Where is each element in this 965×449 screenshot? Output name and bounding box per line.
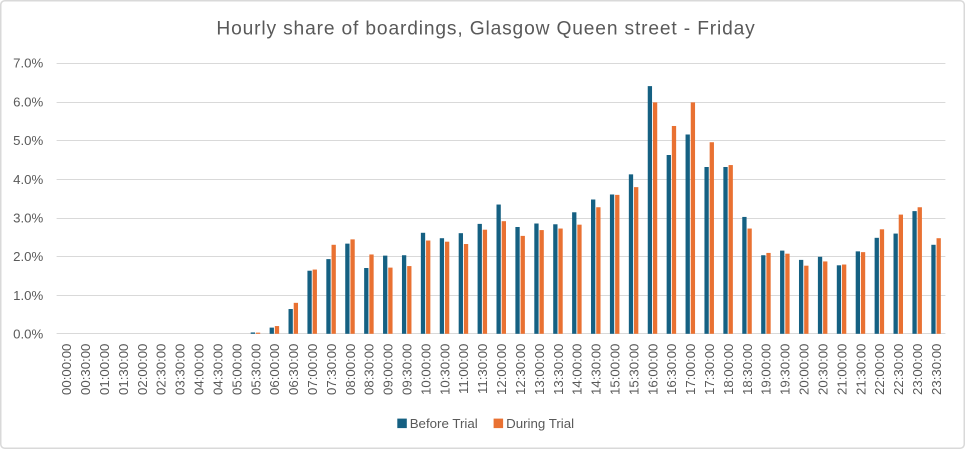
svg-text:16:00:00: 16:00:00	[645, 344, 660, 395]
svg-text:09:30:00: 09:30:00	[400, 344, 415, 395]
svg-text:06:00:00: 06:00:00	[267, 344, 282, 395]
svg-text:02:00:00: 02:00:00	[135, 344, 150, 395]
svg-text:15:30:00: 15:30:00	[626, 344, 641, 395]
svg-text:Hourly share of boardings, Gla: Hourly share of boardings, Glasgow Queen…	[216, 19, 755, 40]
svg-text:00:00:00: 00:00:00	[59, 344, 74, 395]
svg-text:05:00:00: 05:00:00	[229, 344, 244, 395]
svg-text:15:00:00: 15:00:00	[608, 344, 623, 395]
svg-text:11:30:00: 11:30:00	[475, 344, 490, 394]
svg-text:17:00:00: 17:00:00	[683, 344, 698, 395]
svg-text:1.0%: 1.0%	[13, 288, 43, 303]
svg-text:3.0%: 3.0%	[13, 211, 43, 226]
svg-text:2.0%: 2.0%	[13, 249, 43, 264]
svg-text:12:00:00: 12:00:00	[494, 344, 509, 395]
svg-text:6.0%: 6.0%	[13, 94, 43, 109]
svg-text:18:00:00: 18:00:00	[721, 344, 736, 395]
svg-text:14:00:00: 14:00:00	[570, 344, 585, 395]
svg-text:11:00:00: 11:00:00	[456, 344, 471, 394]
svg-text:22:00:00: 22:00:00	[872, 344, 887, 395]
svg-text:16:30:00: 16:30:00	[664, 344, 679, 395]
svg-text:00:30:00: 00:30:00	[78, 344, 93, 395]
svg-text:03:30:00: 03:30:00	[173, 344, 188, 395]
svg-text:12:30:00: 12:30:00	[513, 344, 528, 395]
svg-text:20:30:00: 20:30:00	[815, 344, 830, 395]
svg-text:4.0%: 4.0%	[13, 172, 43, 187]
svg-text:09:00:00: 09:00:00	[381, 344, 396, 395]
svg-text:19:00:00: 19:00:00	[759, 344, 774, 395]
svg-text:10:30:00: 10:30:00	[437, 344, 452, 395]
svg-text:22:30:00: 22:30:00	[891, 344, 906, 395]
svg-text:04:00:00: 04:00:00	[191, 344, 206, 395]
svg-text:08:30:00: 08:30:00	[362, 344, 377, 395]
svg-text:20:00:00: 20:00:00	[797, 344, 812, 395]
svg-text:7.0%: 7.0%	[13, 56, 43, 71]
svg-text:05:30:00: 05:30:00	[248, 344, 263, 395]
svg-text:21:00:00: 21:00:00	[834, 344, 849, 395]
svg-text:14:30:00: 14:30:00	[589, 344, 604, 395]
svg-text:17:30:00: 17:30:00	[702, 344, 717, 395]
svg-text:08:00:00: 08:00:00	[343, 344, 358, 395]
svg-text:21:30:00: 21:30:00	[853, 344, 868, 395]
svg-text:07:30:00: 07:30:00	[324, 344, 339, 395]
svg-text:01:30:00: 01:30:00	[116, 344, 131, 395]
svg-text:07:00:00: 07:00:00	[305, 344, 320, 395]
svg-text:04:30:00: 04:30:00	[210, 344, 225, 395]
svg-text:19:30:00: 19:30:00	[778, 344, 793, 395]
svg-text:Before Trial: Before Trial	[410, 416, 478, 431]
svg-text:06:30:00: 06:30:00	[286, 344, 301, 395]
svg-text:13:30:00: 13:30:00	[551, 344, 566, 395]
svg-text:During Trial: During Trial	[506, 416, 574, 431]
svg-text:0.0%: 0.0%	[13, 327, 43, 342]
svg-text:01:00:00: 01:00:00	[97, 344, 112, 395]
svg-text:23:30:00: 23:30:00	[929, 344, 944, 395]
svg-text:10:00:00: 10:00:00	[418, 344, 433, 395]
svg-text:13:00:00: 13:00:00	[532, 344, 547, 395]
svg-text:5.0%: 5.0%	[13, 133, 43, 148]
svg-text:18:30:00: 18:30:00	[740, 344, 755, 395]
svg-text:23:00:00: 23:00:00	[910, 344, 925, 395]
svg-text:02:30:00: 02:30:00	[154, 344, 169, 395]
